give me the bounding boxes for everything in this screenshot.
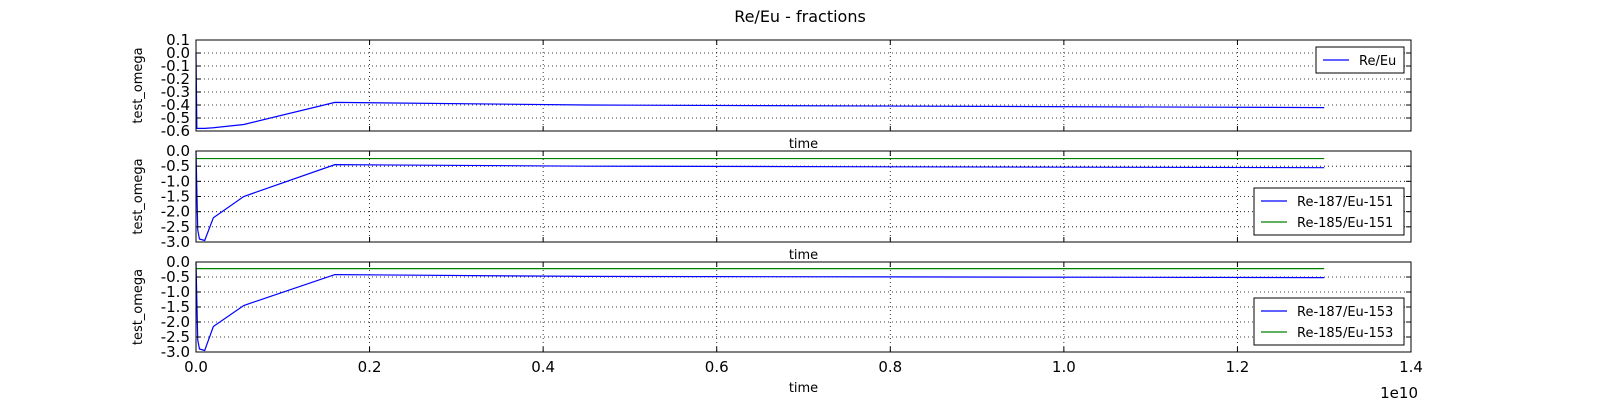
y-tick-label: -0.5 xyxy=(161,109,190,127)
y-tick-label: 0.0 xyxy=(166,142,190,160)
subplot-1: 0.10.0-0.1-0.2-0.3-0.4-0.5-0.6 time test_o… xyxy=(131,31,1412,152)
legend-entry: Re-185/Eu-151 xyxy=(1297,216,1393,231)
y-tick-label: -1.0 xyxy=(161,283,190,301)
legend-entry: Re-187/Eu-151 xyxy=(1297,195,1393,210)
legend: Re-187/Eu-151 Re-185/Eu-151 xyxy=(1253,187,1405,236)
y-tick-label: 0.1 xyxy=(166,31,190,49)
subplot-3: 0.0-0.5-1.0-1.5-2.0-2.5-3.00.0 0.2 0.4 0.6 0… xyxy=(131,253,1423,396)
y-tick-label: 0.0 xyxy=(166,253,190,271)
x-axis-label: time xyxy=(789,137,818,152)
legend: Re-187/Eu-153 Re-185/Eu-153 xyxy=(1253,297,1405,346)
legend-entry: Re-185/Eu-153 xyxy=(1297,326,1393,341)
legend-box xyxy=(1253,297,1405,346)
subplot-2: 0.0-0.5-1.0-1.5-2.0-2.5-3.0 time test_omeg… xyxy=(131,142,1412,263)
y-tick-label: -0.5 xyxy=(161,157,190,175)
y-axis-label: test_omega xyxy=(131,47,146,123)
x-tick-label: 0.0 xyxy=(184,358,208,376)
y-tick-label: -0.3 xyxy=(161,83,190,101)
y-tick-label: -0.1 xyxy=(161,57,190,75)
y-tick-label: -0.6 xyxy=(161,122,190,140)
y-tick-label: -0.4 xyxy=(161,96,190,114)
y-tick-label: 0.0 xyxy=(166,44,190,62)
y-tick-label: -3.0 xyxy=(161,343,190,361)
y-tick-label: -3.0 xyxy=(161,233,190,251)
x-axis-label: time xyxy=(789,248,818,263)
y-tick-label: -1.5 xyxy=(161,188,190,206)
chart-title: Re/Eu - fractions xyxy=(734,7,866,26)
legend-entry: Re-187/Eu-153 xyxy=(1297,305,1393,320)
x-tick-label: 0.4 xyxy=(531,358,555,376)
y-tick-label: -2.5 xyxy=(161,328,190,346)
x-axis-label: time xyxy=(789,381,818,396)
series-line-1 xyxy=(195,52,1325,129)
series-line-1 xyxy=(195,261,1325,352)
y-tick-label: -1.5 xyxy=(161,298,190,316)
plot-frame xyxy=(195,39,1412,132)
x-tick-label: 0.2 xyxy=(358,358,382,376)
y-tick-label: -2.0 xyxy=(161,203,190,221)
y-tick-label: -2.5 xyxy=(161,218,190,236)
x-tick-label: 1.4 xyxy=(1399,358,1423,376)
y-axis-label: test_omega xyxy=(131,269,146,345)
y-axis-label: test_omega xyxy=(131,158,146,234)
x-tick-label: 0.6 xyxy=(705,358,729,376)
legend: Re/Eu xyxy=(1315,46,1405,74)
x-tick-label: 0.8 xyxy=(878,358,902,376)
x-axis-offset-label: 1e10 xyxy=(1380,384,1418,400)
y-tick-label: -2.0 xyxy=(161,313,190,331)
y-tick-label: -1.0 xyxy=(161,172,190,190)
y-tick-label: -0.2 xyxy=(161,70,190,88)
plot-panels: 0.10.0-0.1-0.2-0.3-0.4-0.5-0.6timetest_o… xyxy=(131,31,1423,396)
legend-box xyxy=(1253,187,1405,236)
series-line-1 xyxy=(195,150,1325,242)
y-tick-label: -0.5 xyxy=(161,268,190,286)
legend-entry: Re/Eu xyxy=(1359,54,1396,69)
x-tick-label: 1.0 xyxy=(1052,358,1076,376)
x-tick-label: 1.2 xyxy=(1225,358,1249,376)
